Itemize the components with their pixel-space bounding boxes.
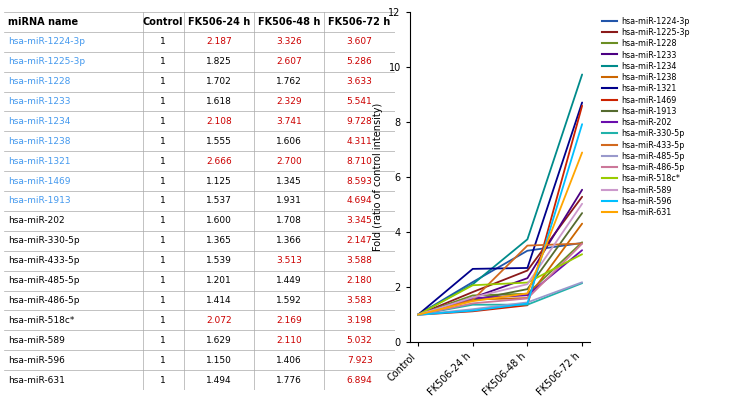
Text: 9.728: 9.728 [347, 117, 372, 126]
Text: 4.311: 4.311 [347, 137, 372, 146]
Text: 5.032: 5.032 [347, 336, 372, 345]
Text: 1.708: 1.708 [276, 217, 302, 225]
Text: 1.776: 1.776 [276, 376, 302, 384]
Text: 1: 1 [160, 37, 166, 46]
Text: 5.541: 5.541 [347, 97, 372, 106]
Text: hsa-miR-1913: hsa-miR-1913 [8, 197, 70, 205]
Text: 2.666: 2.666 [206, 157, 232, 166]
Text: 3.513: 3.513 [276, 256, 302, 265]
Text: hsa-miR-1469: hsa-miR-1469 [8, 177, 70, 185]
Text: 3.345: 3.345 [347, 217, 372, 225]
Text: 1.629: 1.629 [206, 336, 232, 345]
Text: 1: 1 [160, 57, 166, 66]
Text: miRNA name: miRNA name [8, 17, 77, 27]
Text: 1: 1 [160, 316, 166, 325]
Text: 2.108: 2.108 [206, 117, 232, 126]
Text: 1: 1 [160, 276, 166, 285]
Text: 1: 1 [160, 137, 166, 146]
Text: 2.607: 2.607 [276, 57, 302, 66]
Text: 2.180: 2.180 [347, 276, 372, 285]
Text: 1: 1 [160, 177, 166, 185]
Text: 1.406: 1.406 [276, 356, 302, 365]
Text: 3.607: 3.607 [347, 37, 372, 46]
Text: 4.694: 4.694 [347, 197, 372, 205]
Text: 1: 1 [160, 296, 166, 305]
Text: 1.345: 1.345 [276, 177, 302, 185]
Text: hsa-miR-596: hsa-miR-596 [8, 356, 65, 365]
Text: 3.583: 3.583 [347, 296, 372, 305]
Text: hsa-miR-202: hsa-miR-202 [8, 217, 64, 225]
Text: 1.931: 1.931 [276, 197, 302, 205]
Text: 1.539: 1.539 [206, 256, 232, 265]
Text: 3.198: 3.198 [347, 316, 372, 325]
Text: 8.593: 8.593 [347, 177, 372, 185]
Text: 1: 1 [160, 256, 166, 265]
Text: 1.414: 1.414 [206, 296, 232, 305]
Text: 1.825: 1.825 [206, 57, 232, 66]
Text: 1: 1 [160, 356, 166, 365]
Text: 1.366: 1.366 [276, 236, 302, 245]
Text: hsa-miR-1228: hsa-miR-1228 [8, 77, 70, 86]
Text: hsa-miR-433-5p: hsa-miR-433-5p [8, 256, 79, 265]
Text: 1.537: 1.537 [206, 197, 232, 205]
Text: 6.894: 6.894 [347, 376, 372, 384]
Text: Control: Control [143, 17, 183, 27]
Text: hsa-miR-1234: hsa-miR-1234 [8, 117, 70, 126]
Text: FK506-24 h: FK506-24 h [188, 17, 250, 27]
Text: FK506-48 h: FK506-48 h [258, 17, 320, 27]
Text: 1.494: 1.494 [206, 376, 232, 384]
Text: 1.555: 1.555 [206, 137, 232, 146]
Text: 1: 1 [160, 197, 166, 205]
Text: 1.606: 1.606 [276, 137, 302, 146]
Text: 3.588: 3.588 [347, 256, 372, 265]
Text: 1.365: 1.365 [206, 236, 232, 245]
Text: 2.187: 2.187 [206, 37, 232, 46]
Text: hsa-miR-631: hsa-miR-631 [8, 376, 65, 384]
Text: 1.600: 1.600 [206, 217, 232, 225]
Text: 1: 1 [160, 376, 166, 384]
Text: hsa-miR-1238: hsa-miR-1238 [8, 137, 70, 146]
Text: hsa-miR-1225-3p: hsa-miR-1225-3p [8, 57, 85, 66]
Text: 3.741: 3.741 [276, 117, 302, 126]
Text: hsa-miR-1224-3p: hsa-miR-1224-3p [8, 37, 85, 46]
Text: 2.329: 2.329 [277, 97, 302, 106]
Legend: hsa-miR-1224-3p, hsa-miR-1225-3p, hsa-miR-1228, hsa-miR-1233, hsa-miR-1234, hsa-: hsa-miR-1224-3p, hsa-miR-1225-3p, hsa-mi… [602, 16, 690, 218]
Y-axis label: Fold (ratio of control intensity): Fold (ratio of control intensity) [373, 103, 383, 251]
Text: hsa-miR-1321: hsa-miR-1321 [8, 157, 70, 166]
Text: 1.150: 1.150 [206, 356, 232, 365]
Text: 1: 1 [160, 217, 166, 225]
Text: hsa-miR-1233: hsa-miR-1233 [8, 97, 70, 106]
Text: 1: 1 [160, 117, 166, 126]
Text: hsa-miR-330-5p: hsa-miR-330-5p [8, 236, 79, 245]
Text: 1.702: 1.702 [206, 77, 232, 86]
Text: 8.710: 8.710 [347, 157, 372, 166]
Text: 1: 1 [160, 77, 166, 86]
Text: 1: 1 [160, 97, 166, 106]
Text: 7.923: 7.923 [347, 356, 372, 365]
Text: 1.592: 1.592 [276, 296, 302, 305]
Text: hsa-miR-486-5p: hsa-miR-486-5p [8, 296, 79, 305]
Text: 1.618: 1.618 [206, 97, 232, 106]
Text: hsa-miR-589: hsa-miR-589 [8, 336, 65, 345]
Text: FK506-72 h: FK506-72 h [329, 17, 391, 27]
Text: 2.169: 2.169 [276, 316, 302, 325]
Text: hsa-miR-485-5p: hsa-miR-485-5p [8, 276, 79, 285]
Text: 2.700: 2.700 [276, 157, 302, 166]
Text: 1.762: 1.762 [276, 77, 302, 86]
Text: 1: 1 [160, 236, 166, 245]
Text: hsa-miR-518c*: hsa-miR-518c* [8, 316, 74, 325]
Text: 5.286: 5.286 [347, 57, 372, 66]
Text: 2.072: 2.072 [206, 316, 232, 325]
Text: 1: 1 [160, 336, 166, 345]
Text: 2.110: 2.110 [276, 336, 302, 345]
Text: 1: 1 [160, 157, 166, 166]
Text: 3.633: 3.633 [347, 77, 372, 86]
Text: 1.201: 1.201 [206, 276, 232, 285]
Text: 1.449: 1.449 [277, 276, 302, 285]
Text: 3.326: 3.326 [276, 37, 302, 46]
Text: 2.147: 2.147 [347, 236, 372, 245]
Text: 1.125: 1.125 [206, 177, 232, 185]
